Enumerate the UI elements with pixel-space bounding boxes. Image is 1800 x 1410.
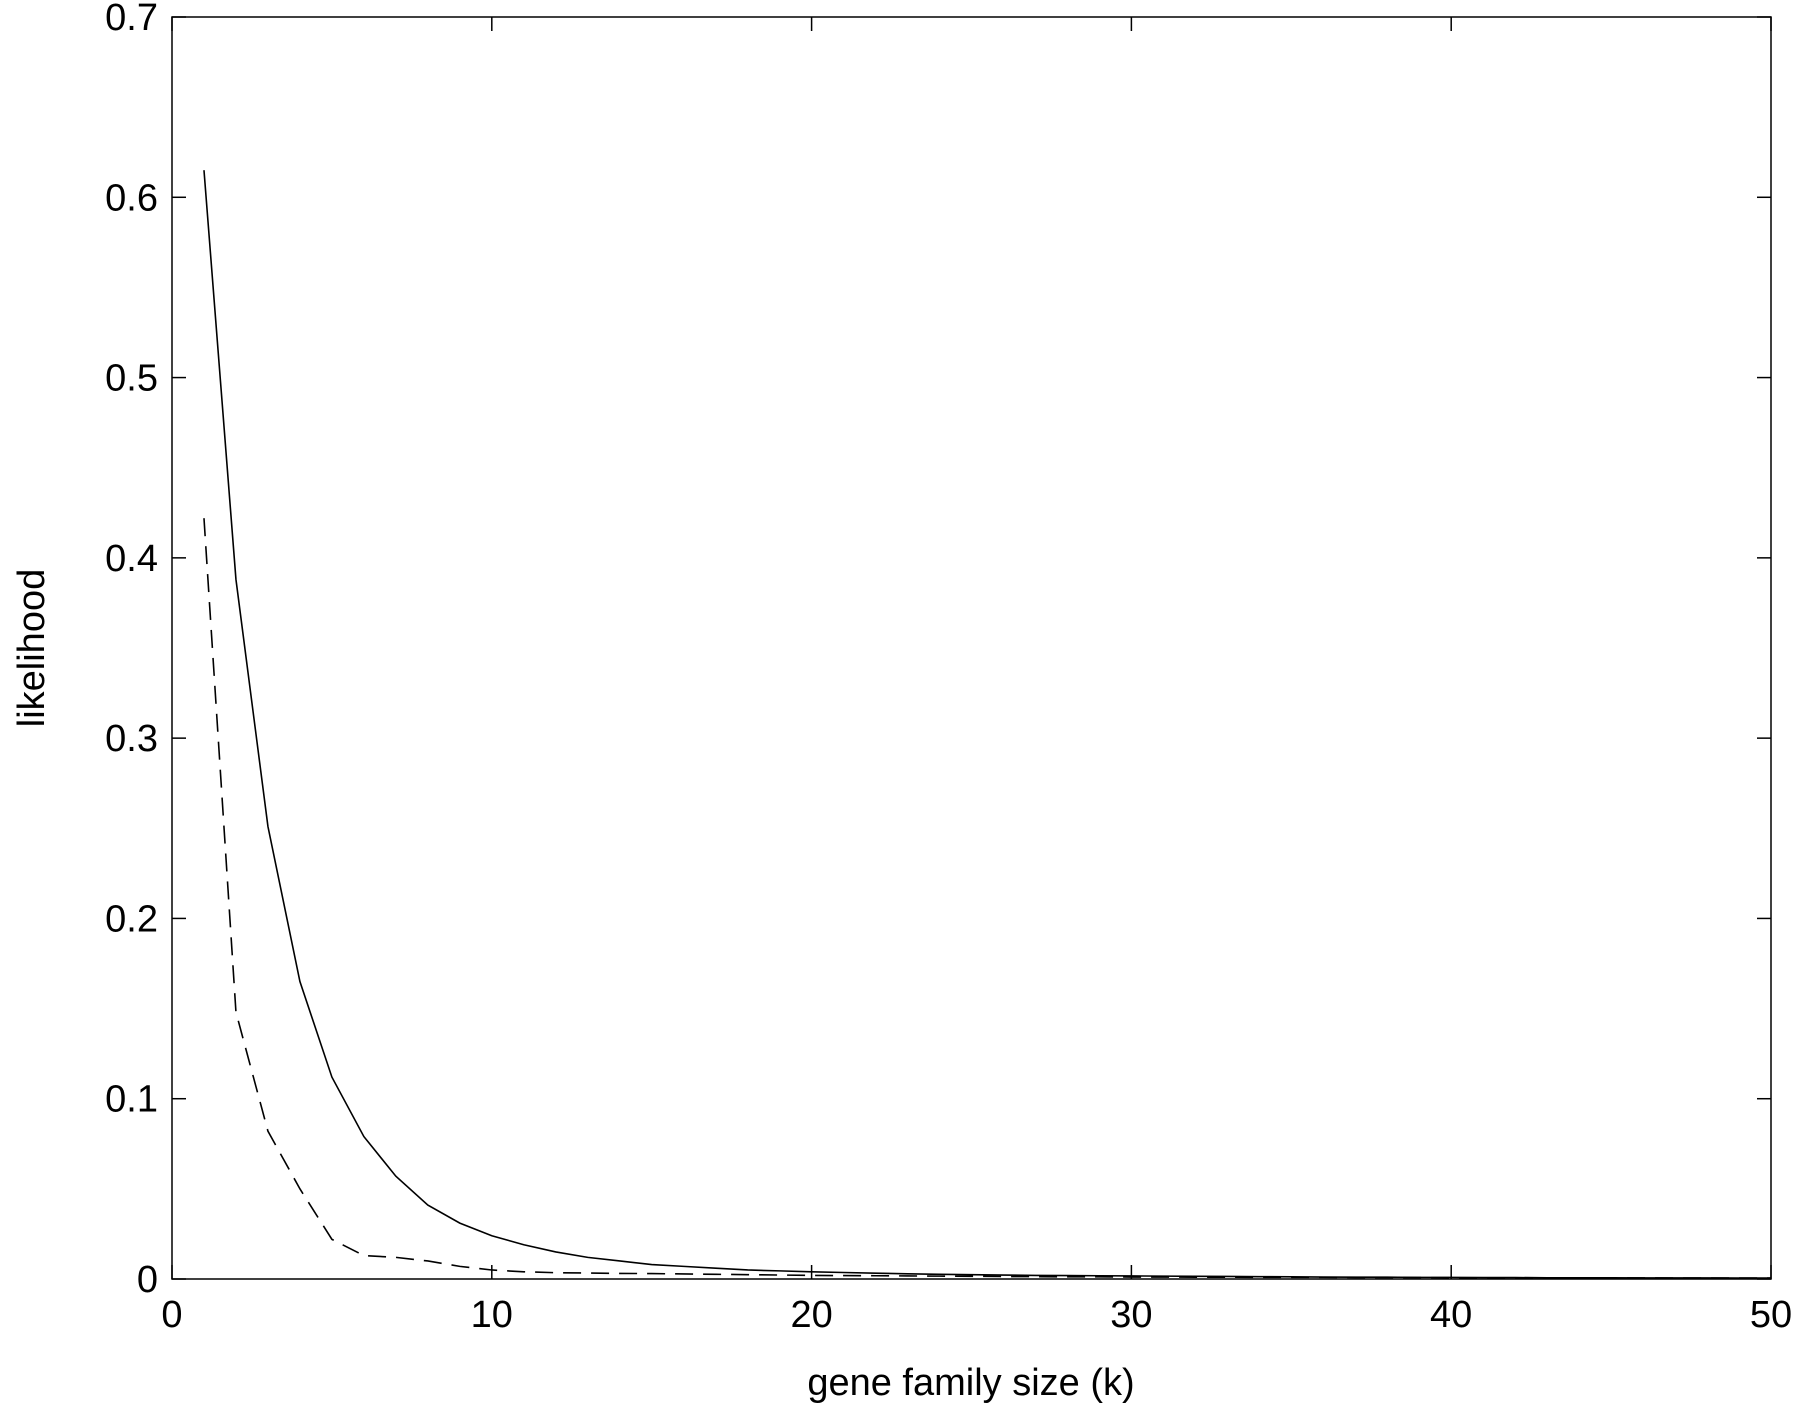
y-tick-label: 0.4: [105, 538, 158, 580]
x-tick-label: 30: [1110, 1294, 1152, 1336]
y-tick-label: 0.6: [105, 177, 158, 219]
x-tick-label: 0: [161, 1294, 182, 1336]
x-tick-label: 40: [1430, 1294, 1472, 1336]
line-series: [203, 518, 1771, 1279]
y-axis-label: likelihood: [11, 569, 53, 727]
y-tick-label: 0.2: [105, 898, 158, 940]
x-tick-label: 10: [471, 1294, 513, 1336]
y-tick-label: 0.1: [105, 1079, 158, 1121]
y-tick-label: 0.7: [105, 0, 158, 39]
x-axis-label: gene family size (k): [807, 1362, 1134, 1404]
y-tick-label: 0: [137, 1259, 158, 1301]
x-tick-label: 20: [790, 1294, 832, 1336]
y-tick-label: 0.3: [105, 718, 158, 760]
x-tick-label: 50: [1750, 1294, 1792, 1336]
plot-frame: [171, 16, 1772, 1280]
y-tick-label: 0.5: [105, 358, 158, 400]
line-series: [203, 170, 1771, 1279]
